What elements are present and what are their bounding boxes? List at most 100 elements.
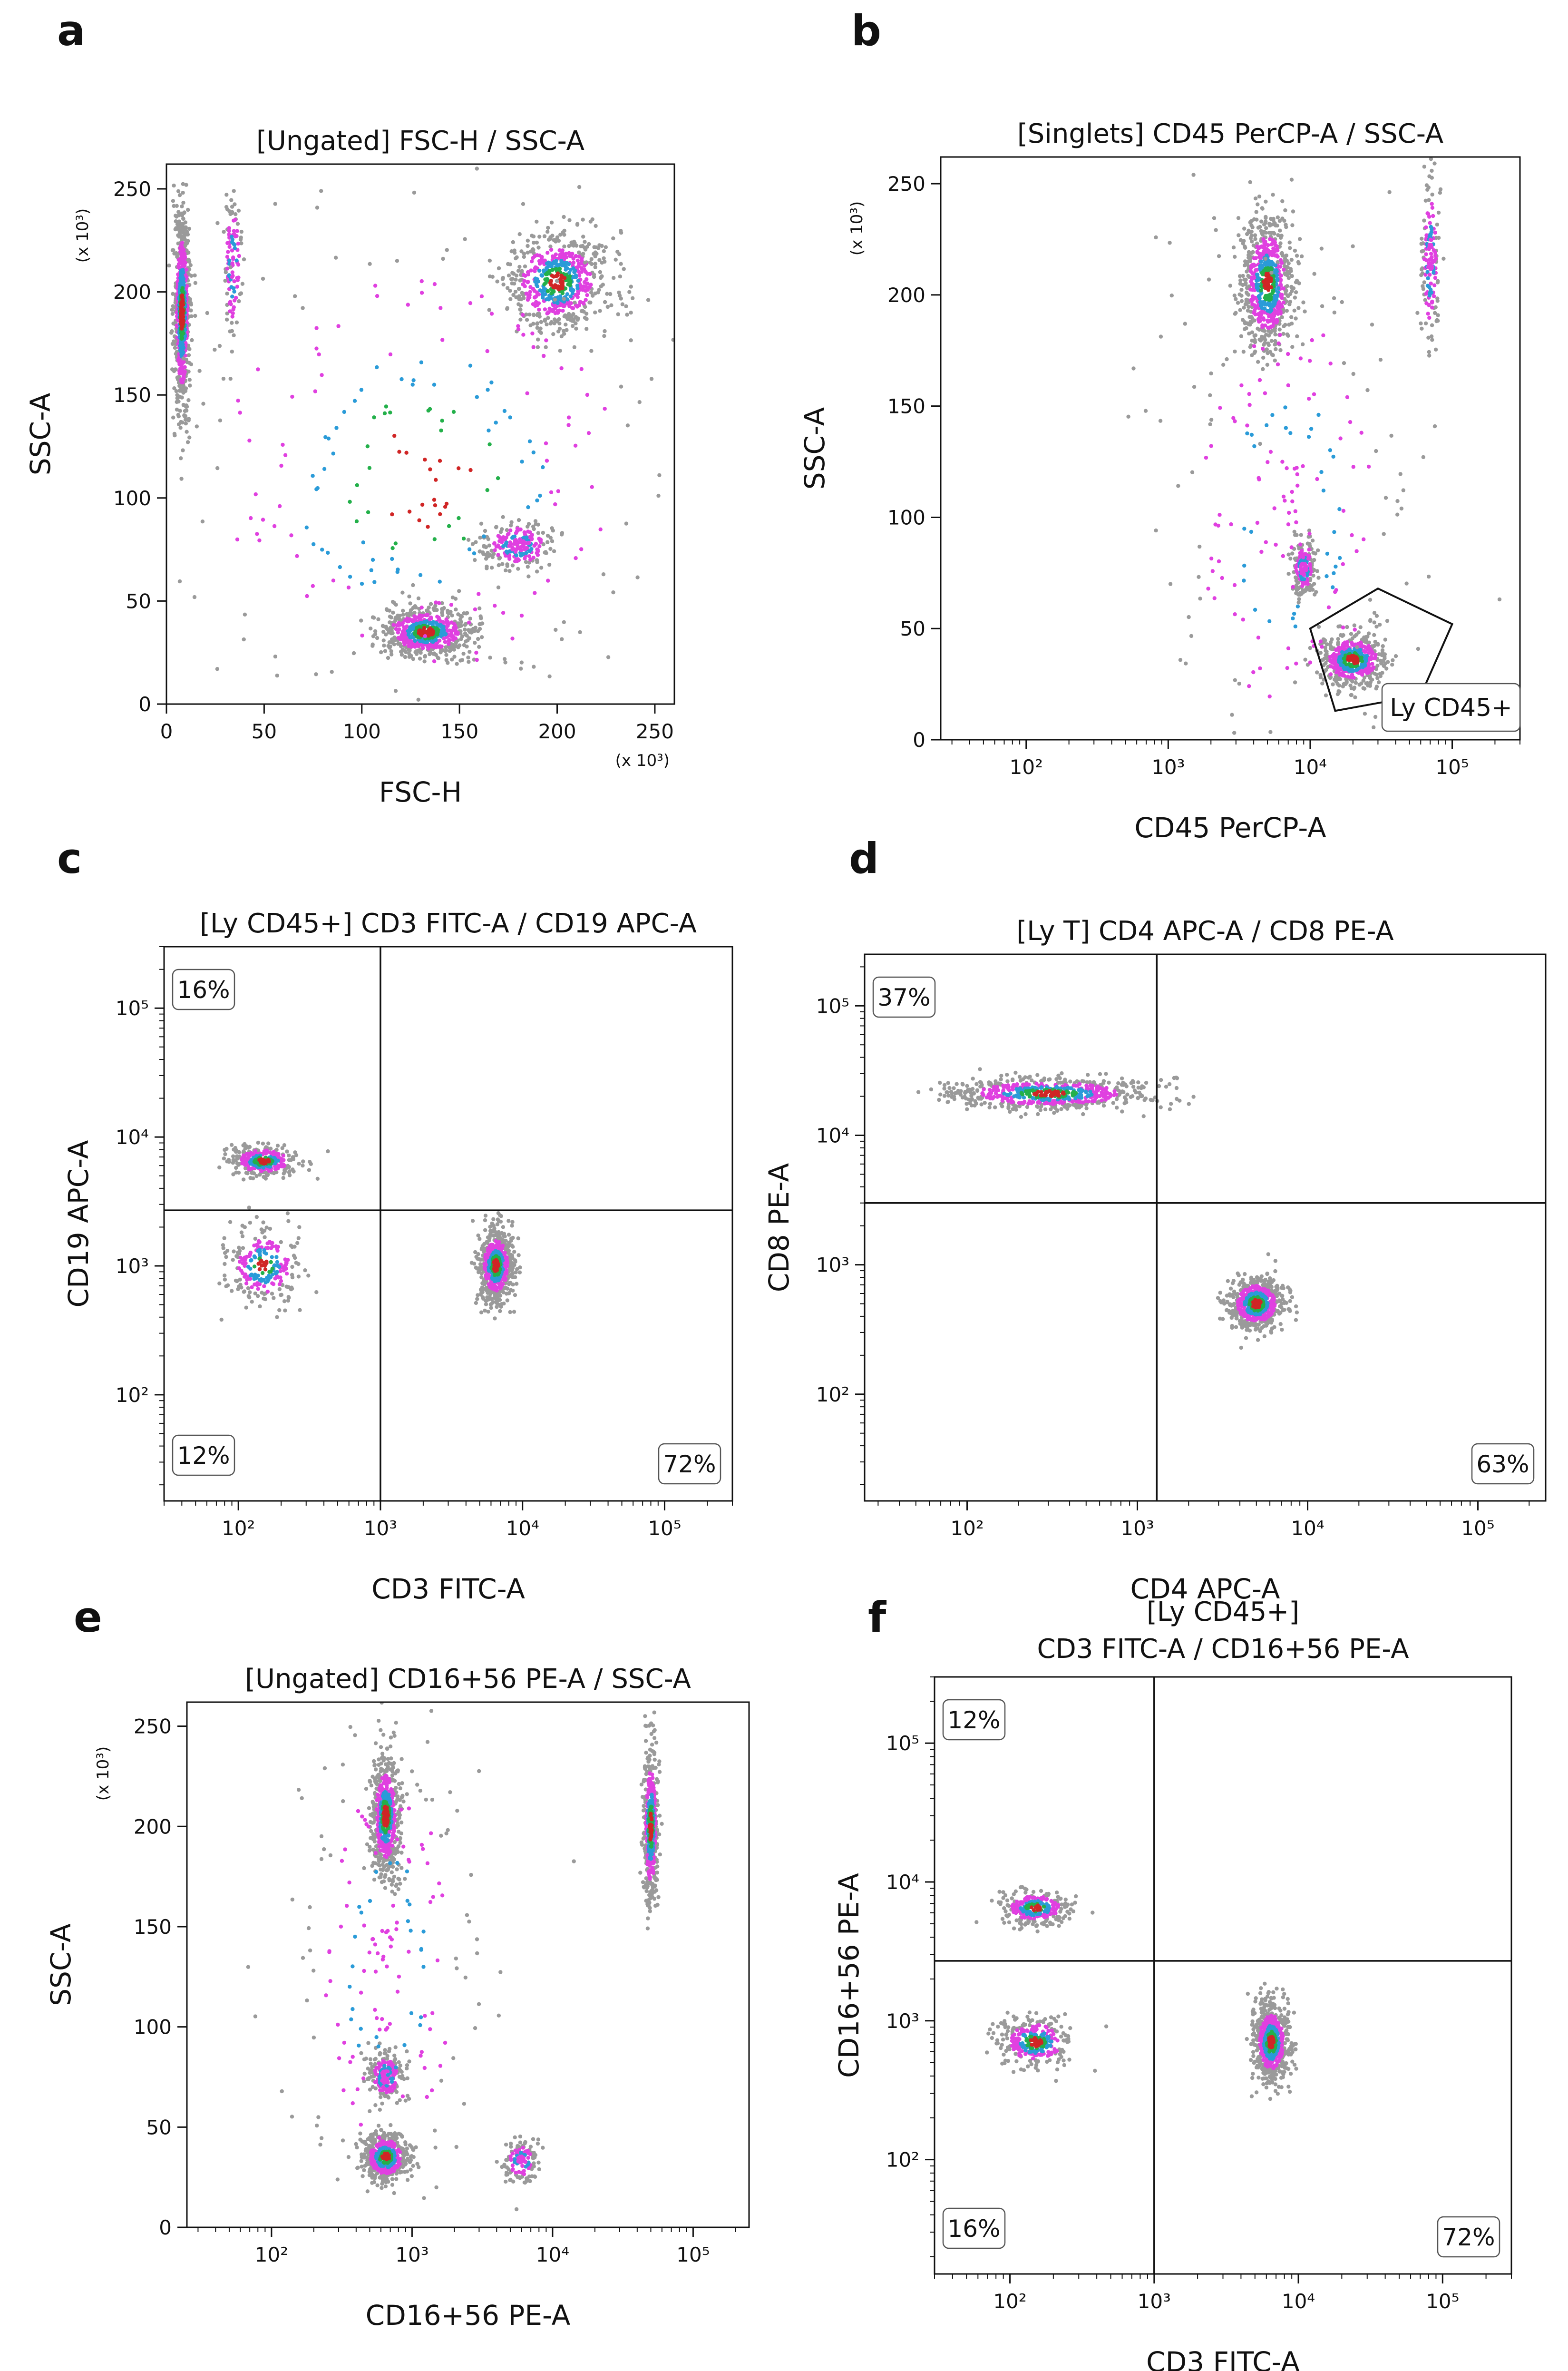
- event-dot: [1198, 544, 1202, 549]
- event-dot: [390, 546, 395, 550]
- event-dot: [1341, 509, 1346, 513]
- event-dot: [485, 564, 489, 569]
- event-dot: [501, 275, 505, 280]
- event-dot: [281, 1154, 285, 1158]
- event-dot: [602, 334, 606, 338]
- event-dot: [419, 605, 424, 610]
- event-dot: [1338, 436, 1343, 441]
- event-dot: [1302, 567, 1306, 571]
- event-dot: [1263, 341, 1267, 345]
- event-dot: [1221, 363, 1226, 367]
- event-dot: [222, 1156, 226, 1161]
- event-dot: [518, 307, 523, 312]
- event-dot: [170, 329, 174, 333]
- event-dot: [478, 536, 482, 540]
- event-dot: [1428, 257, 1432, 262]
- event-dot: [1260, 206, 1265, 211]
- event-dot: [444, 653, 448, 657]
- event-dot: [508, 415, 512, 420]
- event-dot: [508, 262, 512, 266]
- event-dot: [548, 322, 553, 326]
- event-dot: [611, 590, 615, 595]
- event-dot: [536, 292, 541, 297]
- event-dot: [254, 1174, 259, 1178]
- event-dot: [1231, 416, 1236, 420]
- event-dot: [1333, 590, 1337, 594]
- event-dot: [1363, 712, 1367, 716]
- event-dot: [1324, 693, 1328, 697]
- event-dot: [1280, 460, 1285, 464]
- event-dot: [1217, 559, 1221, 564]
- event-dot: [313, 389, 317, 393]
- event-dot: [171, 415, 175, 420]
- event-dot: [311, 584, 315, 588]
- event-dot: [557, 317, 561, 322]
- event-dot: [1378, 358, 1383, 362]
- event-dot: [1264, 540, 1268, 544]
- event-dot: [459, 620, 464, 624]
- event-dot: [195, 424, 199, 429]
- event-dot: [1236, 301, 1240, 305]
- event-dot: [1244, 281, 1248, 285]
- event-dot: [1293, 509, 1297, 513]
- event-dot: [473, 607, 477, 612]
- event-dot: [1419, 321, 1423, 325]
- event-dot: [1289, 315, 1294, 319]
- event-dot: [423, 458, 427, 462]
- event-dot: [293, 294, 297, 298]
- event-dot: [1286, 522, 1291, 527]
- event-dot: [567, 244, 571, 248]
- event-dot: [488, 656, 492, 660]
- event-dot: [320, 548, 324, 552]
- event-dot: [1256, 360, 1260, 364]
- event-dot: [464, 639, 468, 644]
- event-dot: [1253, 607, 1257, 612]
- event-dot: [1251, 670, 1256, 675]
- event-dot: [1426, 335, 1431, 340]
- event-dot: [1263, 306, 1267, 311]
- event-dot: [483, 529, 487, 533]
- event-dot: [355, 483, 359, 488]
- event-dot: [1268, 223, 1272, 228]
- event-dot: [418, 573, 423, 578]
- event-dot: [1268, 307, 1273, 311]
- event-dot: [1266, 282, 1270, 286]
- event-dot: [1435, 280, 1440, 284]
- event-dot: [1295, 533, 1299, 537]
- event-dot: [440, 338, 445, 342]
- event-dot: [1316, 412, 1321, 417]
- event-dot: [1249, 529, 1254, 534]
- event-dot: [1266, 309, 1270, 313]
- event-dot: [602, 256, 606, 261]
- event-dot: [1404, 581, 1409, 586]
- event-dot: [526, 524, 530, 529]
- event-dot: [1294, 290, 1298, 294]
- event-dot: [261, 1141, 265, 1146]
- event-dot: [444, 501, 449, 506]
- event-dot: [383, 649, 388, 653]
- event-dot: [179, 234, 184, 238]
- x-axis-label: FSC-H: [379, 776, 462, 808]
- event-dot: [553, 297, 557, 302]
- event-dot: [531, 556, 536, 560]
- event-dot: [1288, 431, 1293, 435]
- event-dot: [224, 1254, 228, 1259]
- event-dot: [496, 585, 501, 590]
- event-dot: [549, 283, 554, 287]
- y-tick-label: 150: [887, 395, 925, 418]
- event-dot: [1273, 339, 1277, 343]
- event-dot: [296, 1236, 301, 1240]
- y-tick-label: 0: [138, 693, 151, 716]
- event-dot: [548, 536, 553, 540]
- event-dot: [510, 276, 515, 281]
- event-dot: [1246, 308, 1250, 313]
- event-dot: [1229, 522, 1233, 527]
- event-dot: [531, 234, 536, 239]
- event-dot: [373, 629, 378, 634]
- event-dot: [205, 311, 209, 315]
- event-dot: [286, 1219, 291, 1224]
- event-dot: [1295, 483, 1300, 488]
- event-dot: [527, 293, 532, 297]
- event-dot: [535, 219, 539, 224]
- event-dot: [574, 315, 578, 319]
